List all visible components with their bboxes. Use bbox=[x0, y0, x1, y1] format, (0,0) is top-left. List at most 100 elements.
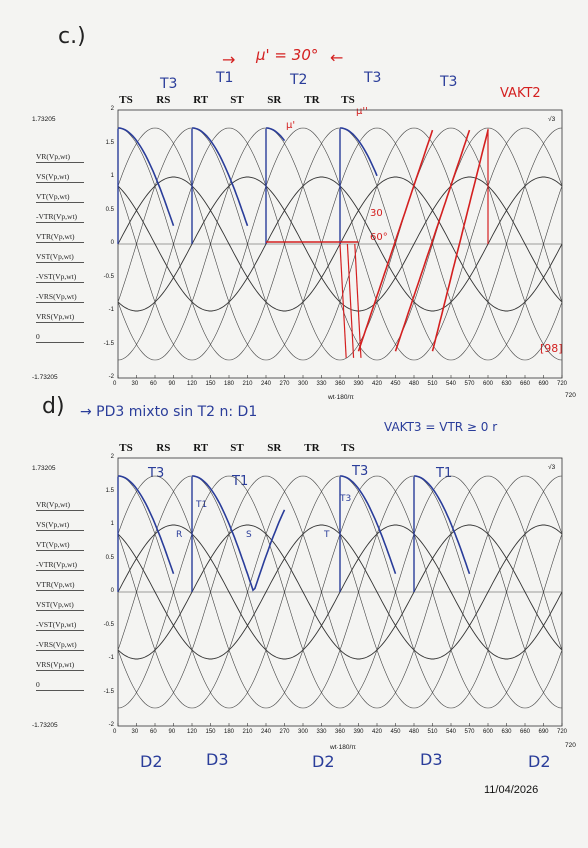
c-output-seg-3 bbox=[339, 127, 378, 177]
c-xtick-20: 600 bbox=[483, 381, 494, 387]
c-xtick-14: 420 bbox=[372, 381, 383, 387]
d-phase-6: TS bbox=[341, 442, 355, 454]
c-legend-item-5: VST(Vp,wt) bbox=[36, 252, 84, 263]
d-output-seg-2 bbox=[339, 475, 397, 575]
c-red-ramp-2 bbox=[431, 129, 489, 352]
panel-d-label: d) bbox=[42, 394, 65, 419]
c-xtick-11: 330 bbox=[316, 381, 327, 387]
d-xtick-23: 690 bbox=[538, 729, 549, 735]
d-ytick-7: -1.5 bbox=[103, 688, 114, 695]
panel-d-x-expr: wt·180/π bbox=[330, 744, 356, 751]
d-ytick-8: -2 bbox=[108, 722, 114, 728]
d-xtick-2: 60 bbox=[150, 729, 157, 735]
c-xtick-10: 300 bbox=[298, 381, 309, 387]
d-mid-label-3: T bbox=[324, 530, 330, 540]
c-xtick-22: 660 bbox=[520, 381, 531, 387]
c-xtick-17: 510 bbox=[427, 381, 438, 387]
c-output-seg-2 bbox=[265, 127, 286, 142]
d-bottom-label-2: D2 bbox=[312, 752, 335, 771]
c-phase-0: TS bbox=[119, 94, 133, 106]
c-top-label-0: T3 bbox=[160, 76, 178, 92]
c-red-ramp-0 bbox=[357, 129, 434, 352]
panel-c-angle-note2: 30 bbox=[370, 208, 383, 219]
c-top-label-3: T3 bbox=[364, 70, 382, 86]
d-bottom-label-0: D2 bbox=[140, 752, 163, 771]
c-xtick-21: 630 bbox=[501, 381, 512, 387]
c-ytick-7: -1.5 bbox=[103, 340, 114, 347]
panel-d-legend: VR(Vp,wt) VS(Vp,wt) VT(Vp,wt) -VTR(Vp,wt) VT… bbox=[36, 500, 84, 700]
d-xtick-17: 510 bbox=[427, 729, 438, 735]
c-ytick-2: 1 bbox=[110, 173, 114, 179]
c-xtick-15: 450 bbox=[390, 381, 401, 387]
d-ytick-1: 1.5 bbox=[105, 487, 114, 494]
panel-d-ymin: -1.73205 bbox=[32, 722, 58, 729]
d-legend-item-5: VST(Vp,wt) bbox=[36, 600, 84, 611]
d-legend-item-8: VRS(Vp,wt) bbox=[36, 660, 84, 671]
c-phase-4: SR bbox=[267, 94, 282, 106]
c-xtick-6: 180 bbox=[224, 381, 235, 387]
d-phase-0: TS bbox=[119, 442, 133, 454]
c-ytick-8: -2 bbox=[108, 374, 114, 380]
panel-c-mu-note: μ' bbox=[286, 120, 296, 131]
c-legend-item-3: -VTR(Vp,wt) bbox=[36, 212, 84, 223]
d-xtick-8: 240 bbox=[261, 729, 272, 735]
c-xtick-0: 0 bbox=[113, 381, 117, 387]
d-xtick-13: 390 bbox=[353, 729, 364, 735]
d-xtick-5: 150 bbox=[205, 729, 216, 735]
panel-d-x-end: 720 bbox=[565, 742, 576, 749]
panel-d-title-note: → PD3 mixto sin T2 n: D1 bbox=[80, 404, 258, 420]
panel-c-ymin: -1.73205 bbox=[32, 374, 58, 381]
c-ytick-3: 0.5 bbox=[105, 206, 114, 213]
c-phase-3: ST bbox=[230, 94, 244, 106]
d-ytick-3: 0.5 bbox=[105, 554, 114, 561]
d-xtick-21: 630 bbox=[501, 729, 512, 735]
d-ytick-0: 2 bbox=[110, 454, 114, 460]
d-bottom-label-1: D3 bbox=[206, 750, 229, 769]
c-ytick-1: 1.5 bbox=[105, 139, 114, 146]
d-legend-item-9: 0 bbox=[36, 680, 84, 691]
c-legend-item-8: VRS(Vp,wt) bbox=[36, 312, 84, 323]
c-output-seg-1 bbox=[191, 127, 249, 227]
c-xtick-18: 540 bbox=[446, 381, 457, 387]
d-legend-item-7: -VRS(Vp,wt) bbox=[36, 640, 84, 651]
d-xtick-10: 300 bbox=[298, 729, 309, 735]
panel-c-corner-note: √3 bbox=[548, 116, 556, 123]
d-xtick-6: 180 bbox=[224, 729, 235, 735]
c-xtick-16: 480 bbox=[409, 381, 420, 387]
d-ytick-2: 1 bbox=[110, 521, 114, 527]
d-legend-item-1: VS(Vp,wt) bbox=[36, 520, 84, 531]
c-red-drop-2 bbox=[354, 243, 362, 358]
c-xtick-9: 270 bbox=[279, 381, 290, 387]
d-xtick-11: 330 bbox=[316, 729, 327, 735]
d-legend-item-0: VR(Vp,wt) bbox=[36, 500, 84, 511]
d-top-label-3: T1 bbox=[436, 466, 453, 481]
d-legend-item-6: -VST(Vp,wt) bbox=[36, 620, 84, 631]
c-output-seg-0 bbox=[117, 127, 175, 227]
d-ytick-4: 0 bbox=[110, 588, 114, 594]
panel-c-mu-note2: μ'' bbox=[356, 106, 368, 117]
d-xtick-20: 600 bbox=[483, 729, 494, 735]
d-xtick-16: 480 bbox=[409, 729, 420, 735]
d-bottom-label-4: D2 bbox=[528, 752, 551, 771]
d-phase-4: SR bbox=[267, 442, 282, 454]
c-phase-5: TR bbox=[304, 94, 320, 106]
c-xtick-3: 90 bbox=[168, 381, 176, 387]
c-xtick-7: 210 bbox=[242, 381, 253, 387]
c-phase-1: RS bbox=[156, 94, 171, 106]
panel-c-angle-note: 60° bbox=[370, 232, 388, 243]
c-xtick-5: 150 bbox=[205, 381, 216, 387]
d-xtick-15: 450 bbox=[390, 729, 401, 735]
d-phase-5: TR bbox=[304, 442, 320, 454]
panel-c-box-note: [98] bbox=[540, 342, 563, 355]
panel-d-vakt-label: VAKT3 = VTR ≥ 0 r bbox=[384, 420, 498, 434]
d-xtick-3: 90 bbox=[168, 729, 176, 735]
c-phase-6: TS bbox=[341, 94, 355, 106]
d-xtick-19: 570 bbox=[464, 729, 475, 735]
d-top-label-2: T3 bbox=[352, 464, 369, 479]
c-xtick-1: 30 bbox=[131, 381, 139, 387]
c-phase-2: RT bbox=[193, 94, 209, 106]
d-phase-1: RS bbox=[156, 442, 171, 454]
panel-c-x-expr: wt·180/π bbox=[328, 394, 354, 401]
c-legend-item-6: -VST(Vp,wt) bbox=[36, 272, 84, 283]
